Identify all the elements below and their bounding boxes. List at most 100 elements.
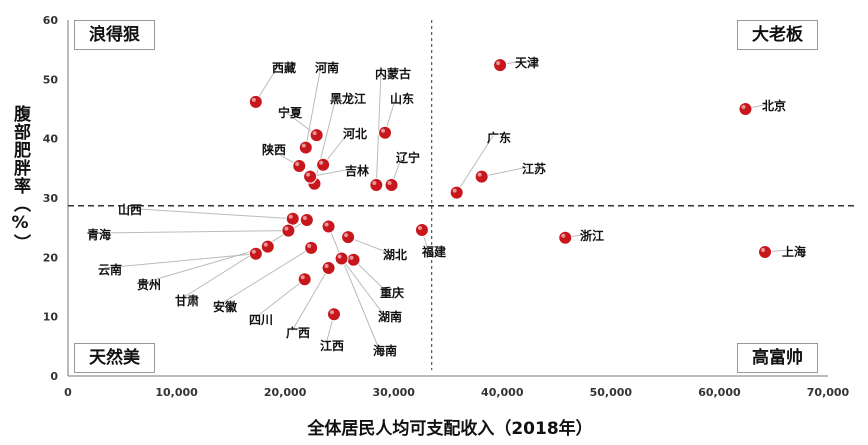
point-label: 甘肃 (175, 293, 199, 308)
data-point (321, 261, 336, 276)
data-point (285, 211, 300, 226)
data-point (281, 223, 296, 238)
y-tick-label: 60 (43, 14, 59, 27)
point-highlight (561, 233, 566, 238)
point-label: 安徽 (213, 299, 238, 314)
point-highlight (496, 61, 501, 66)
y-tick-label: 10 (43, 311, 59, 324)
point-highlight (387, 180, 392, 185)
point-label: 四川 (249, 313, 273, 327)
point-label: 山东 (390, 91, 414, 106)
point-highlight (301, 143, 306, 148)
point-label: 北京 (762, 98, 786, 113)
data-point (369, 177, 384, 192)
data-point (493, 58, 508, 73)
point-highlight (337, 254, 342, 259)
x-tick-labels: 0 10,000 20,000 30,000 40,000 50,000 60,000 70,… (64, 386, 849, 399)
point-highlight (312, 131, 317, 136)
data-point (341, 230, 356, 245)
point-highlight (452, 188, 457, 193)
quadrant-label-bottom-right: 高富帅 (737, 343, 818, 373)
point-label: 宁夏 (278, 105, 303, 120)
point-highlight (251, 97, 256, 102)
data-point (298, 140, 313, 155)
quadrant-label-bottom-left: 天然美 (74, 343, 155, 373)
data-point (260, 239, 275, 254)
data-point (309, 128, 324, 143)
point-label: 湖北 (383, 247, 407, 262)
data-point (346, 252, 361, 267)
data-point (321, 219, 336, 234)
data-point (248, 246, 263, 261)
y-tick-label: 30 (43, 192, 59, 205)
point-highlight (284, 226, 289, 231)
data-point (297, 272, 312, 287)
leader-line (305, 65, 322, 148)
leader-line (255, 65, 279, 103)
x-tick-label: 40,000 (481, 386, 524, 399)
point-label: 辽宁 (396, 150, 420, 165)
point-highlight (324, 222, 329, 227)
point-highlight (344, 233, 349, 238)
data-point (758, 244, 773, 259)
leader-line (218, 247, 312, 306)
quadrant-label-top-left: 浪得狠 (74, 20, 155, 50)
data-point (327, 307, 341, 322)
point-label: 西藏 (272, 60, 296, 75)
data-points (248, 58, 773, 322)
point-highlight (372, 180, 377, 185)
point-label: 内蒙古 (375, 66, 411, 81)
data-point (449, 185, 464, 200)
point-label: 陕西 (262, 142, 286, 157)
leader-line (103, 253, 256, 269)
point-highlight (307, 243, 312, 248)
leader-line (353, 259, 387, 292)
point-label: 河南 (314, 60, 339, 75)
leader-line (254, 278, 305, 319)
point-highlight (302, 215, 307, 220)
point-highlight (288, 214, 293, 219)
data-point (738, 102, 753, 116)
x-tick-label: 50,000 (590, 386, 633, 399)
point-label: 重庆 (380, 285, 404, 300)
data-point (303, 169, 318, 184)
y-tick-label: 50 (43, 73, 59, 86)
leader-line (375, 71, 382, 185)
leader-line (291, 267, 330, 332)
point-label: 广西 (286, 325, 310, 340)
x-tick-label: 60,000 (698, 386, 741, 399)
data-point (316, 157, 331, 172)
leader-line (328, 226, 380, 350)
point-label: 河北 (342, 126, 367, 141)
data-point (334, 251, 349, 266)
point-label: 吉林 (345, 163, 369, 178)
point-highlight (330, 310, 334, 315)
point-highlight (263, 242, 268, 247)
point-highlight (324, 264, 329, 269)
point-highlight (381, 128, 386, 133)
point-label: 海南 (373, 343, 397, 358)
point-highlight (741, 105, 746, 109)
point-label: 贵州 (137, 277, 161, 292)
x-tick-label: 0 (64, 386, 72, 399)
quadrant-label-top-right: 大老板 (737, 20, 818, 50)
point-highlight (349, 255, 354, 260)
data-point (474, 169, 489, 184)
point-label: 湖南 (378, 309, 402, 324)
leader-line (481, 166, 529, 178)
data-point (378, 125, 393, 140)
data-point (248, 94, 263, 109)
point-label: 广东 (487, 130, 511, 145)
x-tick-label: 10,000 (155, 386, 198, 399)
point-label: 青海 (87, 227, 111, 242)
leader-line (92, 230, 289, 234)
point-label: 浙江 (580, 228, 604, 243)
leader-line (142, 246, 268, 284)
point-highlight (417, 226, 422, 231)
data-point (304, 240, 319, 255)
x-tick-label: 30,000 (372, 386, 415, 399)
x-axis-title: 全体居民人均可支配收入（2018年） (307, 419, 593, 439)
